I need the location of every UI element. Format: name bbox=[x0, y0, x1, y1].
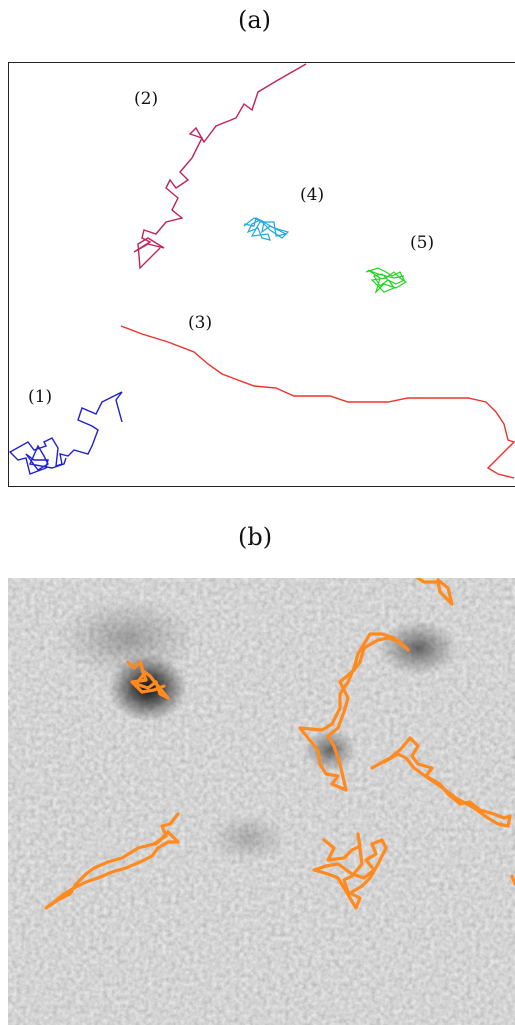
trajectory-1-label: (1) bbox=[28, 387, 52, 407]
trajectory-2-label: (2) bbox=[134, 89, 158, 109]
dark-region bbox=[58, 598, 198, 678]
panel-b-microscopy-image bbox=[8, 578, 515, 1025]
track-dark-particle bbox=[126, 660, 170, 700]
track-center-cluster bbox=[312, 832, 388, 910]
trajectory-4-path bbox=[243, 217, 290, 241]
dark-spot bbox=[378, 620, 458, 676]
trajectory-5-path bbox=[365, 267, 408, 295]
panel-a-trajectory-plot: (1) (2) (3) (4) (5) bbox=[8, 62, 515, 487]
trajectory-1-path bbox=[8, 391, 123, 475]
trajectory-3-label: (3) bbox=[188, 313, 212, 333]
trajectory-5-label: (5) bbox=[410, 233, 434, 253]
track-left-diagonal bbox=[44, 812, 180, 910]
track-right-diagonal bbox=[370, 736, 512, 828]
panel-a-frame bbox=[8, 62, 515, 487]
track-long-curved bbox=[298, 632, 410, 792]
dark-spot bbox=[304, 728, 356, 772]
trajectory-3-path bbox=[120, 325, 515, 479]
track-top-right bbox=[416, 578, 454, 606]
particle-tracks bbox=[44, 578, 515, 910]
panel-a-label: (a) bbox=[238, 6, 272, 34]
trajectory-4-label: (4) bbox=[300, 185, 324, 205]
dark-region bbox=[208, 814, 288, 862]
panel-b-label: (b) bbox=[238, 523, 273, 551]
trajectory-2-path bbox=[133, 63, 307, 270]
